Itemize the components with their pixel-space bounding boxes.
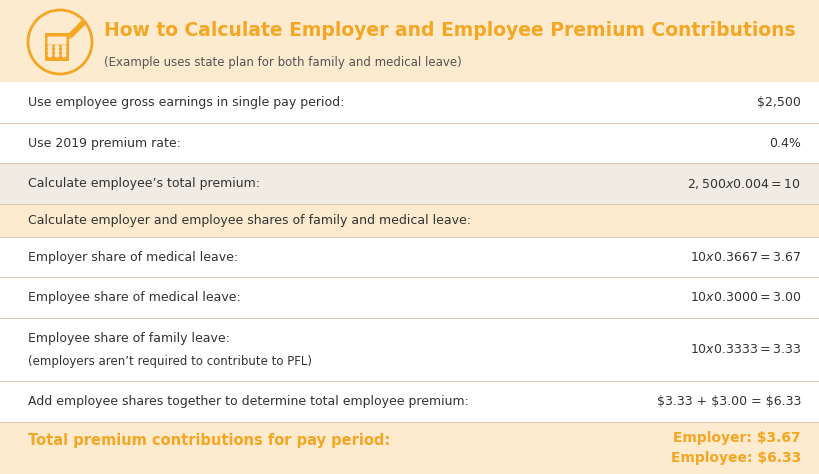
Text: Employer: $3.67: Employer: $3.67 [673,431,801,445]
Bar [0,204,819,237]
Bar [0,318,819,381]
Text: $3.33 + $3.00 = $6.33: $3.33 + $3.00 = $6.33 [657,395,801,408]
Bar [0,82,819,123]
Text: Employee share of medical leave:: Employee share of medical leave: [28,292,241,304]
Text: Calculate employer and employee shares of family and medical leave:: Calculate employer and employee shares o… [28,214,471,227]
Text: How to Calculate Employer and Employee Premium Contributions: How to Calculate Employer and Employee P… [104,20,795,39]
Text: Calculate employee’s total premium:: Calculate employee’s total premium: [28,177,260,190]
Text: Employee share of family leave:: Employee share of family leave: [28,332,230,345]
Circle shape [48,49,52,53]
Bar [0,82,819,422]
Circle shape [62,49,66,53]
Circle shape [48,45,52,49]
FancyBboxPatch shape [48,36,66,45]
Text: Employer share of medical leave:: Employer share of medical leave: [28,251,238,264]
Bar [0,237,819,277]
Text: Total premium contributions for pay period:: Total premium contributions for pay peri… [28,432,390,447]
Bar [0,0,819,82]
FancyBboxPatch shape [45,33,69,61]
Text: $10 x 0.3333 = $3.33: $10 x 0.3333 = $3.33 [690,343,801,356]
Circle shape [55,49,59,53]
Text: Add employee shares together to determine total employee premium:: Add employee shares together to determin… [28,395,468,408]
Text: Employee: $6.33: Employee: $6.33 [671,451,801,465]
Text: $10 x 0.3667 = $3.67: $10 x 0.3667 = $3.67 [690,251,801,264]
Bar [0,422,819,474]
Text: Use employee gross earnings in single pay period:: Use employee gross earnings in single pa… [28,96,344,109]
Text: $2,500: $2,500 [757,96,801,109]
Circle shape [48,53,52,57]
Circle shape [62,45,66,49]
Circle shape [55,45,59,49]
Circle shape [62,53,66,57]
Text: $2,500 x 0.004 = $10: $2,500 x 0.004 = $10 [687,177,801,191]
Text: (employers aren’t required to contribute to PFL): (employers aren’t required to contribute… [28,355,312,367]
Circle shape [55,53,59,57]
Bar [0,381,819,422]
Text: (Example uses state plan for both family and medical leave): (Example uses state plan for both family… [104,55,462,69]
Text: 0.4%: 0.4% [769,137,801,150]
Bar [0,123,819,164]
Bar [0,277,819,318]
Text: $10 x 0.3000 = $3.00: $10 x 0.3000 = $3.00 [690,292,801,304]
Polygon shape [68,20,86,38]
Bar [0,164,819,204]
Text: Use 2019 premium rate:: Use 2019 premium rate: [28,137,181,150]
Polygon shape [64,34,72,40]
